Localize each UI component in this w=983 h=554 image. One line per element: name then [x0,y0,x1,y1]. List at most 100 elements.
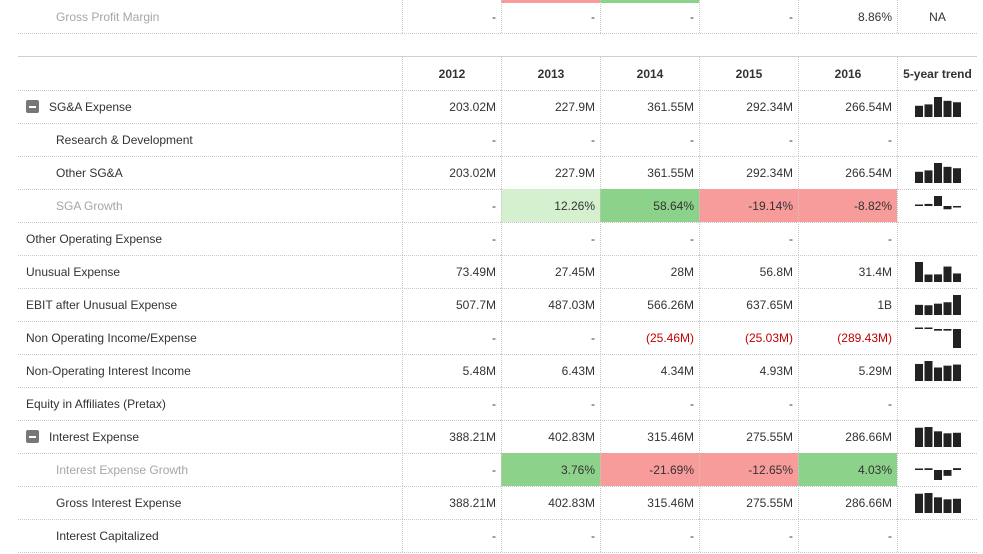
row-label-text: Research & Development [56,132,193,147]
sparkline-bar [943,365,951,381]
sparkline-bar [943,205,951,209]
table-row-gross-profit-margin: Gross Profit Margin - - - - 8.86% NA [18,0,977,34]
value-2015: 4.93M [699,354,798,387]
sparkline-bar [914,304,923,315]
row-label-text: Interest Expense [49,429,140,444]
value-2014: 315.46M [600,486,699,519]
trend-sparkline [897,156,977,189]
table-row: Non-Operating Interest Income 5.48M 6.43M 4… [18,354,977,388]
row-label: Research & Development [18,123,403,156]
row-label: SGA Growth [18,189,403,222]
value-2016: - [798,123,897,156]
value-2016: 31.4M [798,255,897,288]
sparkline-bar [914,468,923,470]
trend-sparkline [897,288,977,321]
value-2013: - [501,387,600,420]
trend-sparkline [897,222,977,255]
sparkline-bar [914,204,923,206]
value-2015: - [699,222,798,255]
value-2016: (289.43M) [798,321,897,354]
sparkline-bar [952,294,961,315]
row-label-text: EBIT after Unusual Expense [26,297,178,312]
value-2015: 292.34M [699,156,798,189]
sparkline-bar [943,328,951,331]
sparkline-chart [914,492,961,513]
collapse-toggle-icon[interactable] [26,100,39,113]
value-2013: - [501,222,600,255]
value-2014: 315.46M [600,420,699,453]
sparkline-bar [933,273,942,282]
header-trend: 5-year trend [897,57,977,90]
value-2016: 4.03% [798,453,897,486]
value-2014: 566.26M [600,288,699,321]
table-row: Interest Expense 388.21M 402.83M 315.46M 275… [18,420,977,454]
sparkline-chart [914,467,961,480]
row-label: Equity in Affiliates (Pretax) [18,387,403,420]
row-label: EBIT after Unusual Expense [18,288,403,321]
table-row: EBIT after Unusual Expense 507.7M 487.03M 5… [18,288,977,322]
trend-sparkline [897,255,977,288]
value-2015: - [699,123,798,156]
trend-sparkline [897,420,977,453]
value-2012: 203.02M [402,90,501,123]
value-2016: 266.54M [798,90,897,123]
sparkline-bar [914,171,923,183]
value-2013: 27.45M [501,255,600,288]
sparkline-bar [952,167,961,183]
sparkline-bar [952,467,961,470]
row-label: Interest Expense [18,420,403,453]
sparkline-bar [952,432,961,447]
sparkline-bar [924,169,932,183]
sparkline-chart [914,261,961,282]
row-label-text: Other SG&A [56,165,123,180]
value-2014: 4.34M [600,354,699,387]
value-2016: - [798,519,897,552]
value-2015: 275.55M [699,486,798,519]
row-label-text: Non Operating Income/Expense [26,330,197,345]
sparkline-chart [914,327,961,348]
table-row: Interest Capitalized - - - - - [18,519,977,553]
trend-sparkline [897,519,977,552]
value-2015: (25.03M) [699,321,798,354]
value-2013: 12.26% [501,189,600,222]
sparkline-bar [952,328,961,348]
value-2015: 637.65M [699,288,798,321]
value-2014: 28M [600,255,699,288]
value-2012: - [402,0,501,33]
sparkline-chart [914,195,961,209]
row-label: Other Operating Expense [18,222,403,255]
row-label: Other SG&A [18,156,403,189]
sparkline-bar [952,205,961,208]
trend-sparkline [897,486,977,519]
sparkline-bar [952,364,961,381]
sparkline-bar [933,195,942,206]
sparkline-bar [943,301,951,315]
row-label-text: Gross Interest Expense [56,495,182,510]
value-2016: 8.86% [798,0,897,33]
table-header: 2012 2013 2014 2015 2016 5-year trend [18,56,977,91]
value-2013: 3.76% [501,453,600,486]
table-row: Research & Development - - - - - [18,123,977,157]
value-2013: 487.03M [501,288,600,321]
value-2013: - [501,123,600,156]
value-2014: 361.55M [600,156,699,189]
value-2014: -21.69% [600,453,699,486]
value-2013: 6.43M [501,354,600,387]
value-2013: 402.83M [501,486,600,519]
sparkline-chart [914,294,961,315]
value-2012: - [402,189,501,222]
sparkline-bar [914,105,923,117]
sparkline-bar [924,203,932,206]
table-row: Other Operating Expense - - - - - [18,222,977,256]
value-2012: 388.21M [402,486,501,519]
collapse-toggle-icon[interactable] [26,430,39,443]
header-year-2014: 2014 [600,57,699,90]
sparkline-bar [933,367,942,381]
cell-color-indicator [501,0,600,3]
sparkline-bar [933,469,942,480]
trend-sparkline [897,387,977,420]
value-2013: 227.9M [501,156,600,189]
sparkline-bar [933,303,942,315]
value-2015: - [699,519,798,552]
sparkline-bar [943,266,951,282]
